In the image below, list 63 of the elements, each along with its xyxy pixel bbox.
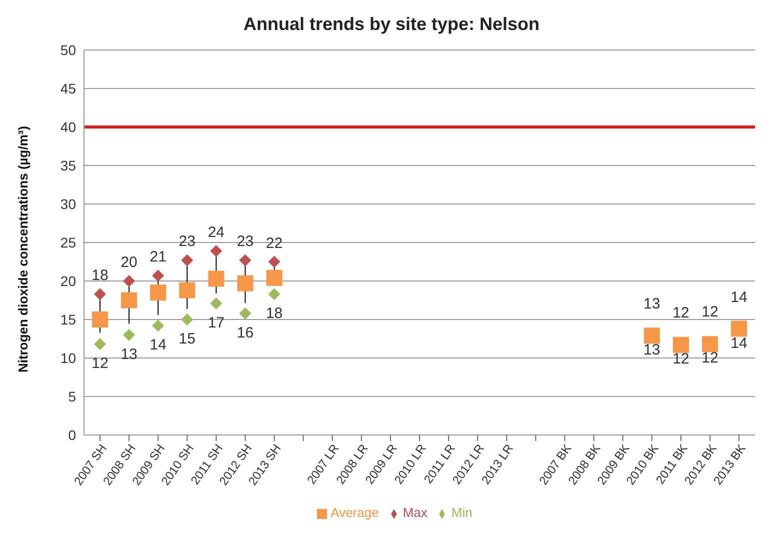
point	[731, 320, 747, 337]
annotation: 12	[672, 350, 690, 368]
point	[181, 254, 194, 266]
y-tick-label: 45	[60, 80, 76, 96]
data-label: 18	[266, 305, 283, 322]
y-tick-label: 30	[60, 196, 76, 212]
annotation: 12	[702, 350, 718, 367]
point	[268, 256, 280, 268]
point	[239, 307, 252, 320]
point	[94, 338, 106, 350]
data-label: 20	[120, 254, 138, 271]
point	[702, 336, 718, 352]
annotation: 12	[672, 304, 690, 322]
data-label: 13	[120, 346, 138, 363]
y-tick-label: 40	[60, 118, 76, 135]
data-label: 12	[92, 355, 108, 372]
y-tick-label: 20	[60, 272, 76, 289]
point	[121, 292, 138, 308]
annotation: 13	[644, 342, 660, 359]
data-label: 22	[266, 234, 283, 252]
y-tick-label: 25	[60, 234, 76, 250]
point	[92, 312, 108, 328]
point	[644, 328, 660, 344]
data-label: 17	[208, 314, 225, 332]
point	[266, 270, 282, 286]
point	[672, 336, 689, 353]
chart-title: Annual trends by site type: Nelson	[242, 13, 541, 36]
annotation: 12	[702, 304, 718, 321]
y-tick-label: 15	[60, 311, 76, 328]
annotation: 14	[730, 288, 748, 306]
y-tick-label: 0	[68, 426, 76, 443]
point	[208, 270, 224, 287]
data-label: 23	[236, 233, 254, 250]
point	[152, 270, 164, 282]
point	[94, 288, 106, 300]
point	[268, 288, 280, 300]
data-label: 23	[178, 233, 196, 250]
point	[123, 328, 136, 341]
annotation: 13	[644, 296, 660, 313]
data-label: 15	[178, 330, 196, 348]
y-tick-label: 5	[68, 388, 76, 404]
point	[237, 275, 254, 292]
data-label: 16	[236, 324, 254, 342]
data-label: 18	[92, 267, 108, 284]
point	[179, 282, 196, 298]
y-axis-title: Nitrogen dioxide concentrations (µg/m³)	[16, 126, 31, 372]
data-label: 14	[150, 336, 166, 354]
y-tick-label: 10	[60, 350, 76, 366]
point	[152, 320, 164, 332]
y-tick-label: 50	[60, 42, 76, 58]
point	[210, 297, 222, 310]
y-tick-label: 35	[60, 157, 76, 174]
point	[239, 254, 252, 266]
data-label: 24	[208, 224, 225, 241]
point	[150, 284, 166, 301]
legend-label: Max	[402, 505, 428, 520]
annotation: 14	[730, 334, 748, 352]
legend-label: Average	[330, 505, 379, 520]
point	[210, 244, 222, 257]
point	[181, 314, 194, 326]
data-label: 21	[150, 248, 166, 266]
legend-label: Min	[451, 505, 472, 520]
point	[123, 275, 136, 287]
